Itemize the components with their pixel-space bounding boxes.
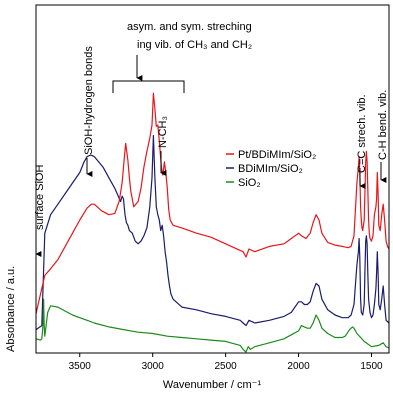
legend-label-pt: Pt/BDiMIm/SiO₂ [238,149,316,161]
legend-label-sio2: SiO₂ [238,177,261,189]
y-axis-title: Absorbance / a.u. [5,266,17,352]
annotation-sioh-hbonds: SiOH-hydrogen bonds [83,46,95,155]
annotation-n-ch3: N-CH₃ [157,116,169,148]
x-tick-label: 3500 [69,361,92,372]
x-tick-label: 3000 [142,361,165,372]
annotation-surface-sioh: surface SiOH [34,165,46,230]
x-tick-label: 1500 [360,361,383,372]
annotation-ch-bend: C-H bend. vib. [377,90,389,160]
legend-label-bdimim: BDiMIm/SiO₂ [238,163,303,175]
annotation-ch-stretch-line2: ing vib. of CH₃ and CH₂ [137,39,252,51]
x-axis-ticks: 3500 3000 2500 2000 1500 [69,353,383,372]
legend: Pt/BDiMIm/SiO₂ BDiMIm/SiO₂ SiO₂ [226,149,316,189]
x-tick-label: 2500 [215,361,238,372]
bracket-ch-stretch [113,81,184,93]
series-line-1 [36,136,389,330]
x-tick-label: 2000 [287,361,310,372]
x-axis-title: Wavenumber / cm⁻¹ [163,379,262,391]
annotation-ch-stretch-line1: asym. and sym. streching [127,21,252,33]
annotation-cc-stretch: C=C strech. vib. [356,94,368,173]
series-line-2 [36,299,389,352]
